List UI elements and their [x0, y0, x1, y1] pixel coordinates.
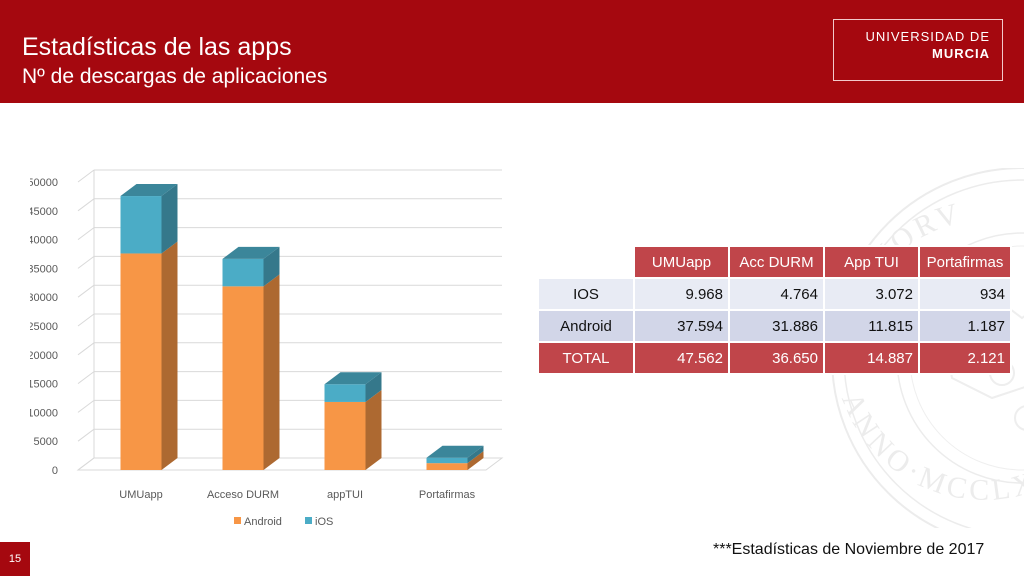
footnote: ***Estadísticas de Noviembre de 2017 [713, 541, 985, 558]
slide-header: Estadísticas de las apps Nº de descargas… [0, 0, 1024, 103]
table-corner-cell [537, 245, 635, 279]
gridline-depth [77, 284, 95, 298]
bar-side-ios [365, 372, 382, 402]
gridline-depth [77, 227, 95, 240]
y-tick-label: 10000 [30, 407, 58, 419]
bar-top-ios [324, 372, 382, 385]
slide-subtitle: Nº de descargas de aplicaciones [22, 65, 328, 88]
table-header-cell: App TUI [823, 245, 920, 279]
bar-top-ios [120, 184, 178, 197]
table-row: IOS 9.968 4.764 3.072 934 [537, 277, 1012, 311]
bar-side-android [161, 241, 178, 470]
y-tick-label: 5000 [34, 436, 58, 448]
table-cell: 9.968 [633, 277, 730, 311]
x-tick-label: Portafirmas [419, 489, 476, 501]
table-header-cell: Acc DURM [728, 245, 825, 279]
table-row: Android 37.594 31.886 11.815 1.187 [537, 309, 1012, 343]
table-header-cell: Portafirmas [918, 245, 1012, 279]
table-cell: 1.187 [918, 309, 1012, 343]
x-tick-label: UMUapp [119, 489, 162, 501]
table-cell: 14.887 [823, 341, 920, 375]
table-cell: 11.815 [823, 309, 920, 343]
table-header-cell: UMUapp [633, 245, 730, 279]
seal-bottom-text: ANNO·MCCLX [835, 388, 1024, 507]
svg-text:ANNO·MCCLX: ANNO·MCCLX [835, 388, 1024, 507]
slide-title: Estadísticas de las apps [22, 33, 292, 61]
bar-side-ios [263, 246, 280, 287]
legend-swatch-android [234, 517, 241, 524]
page-number: 15 [0, 542, 30, 576]
y-tick-label: 25000 [30, 321, 58, 333]
bar-ios [120, 196, 162, 254]
y-tick-label: 0 [52, 465, 58, 477]
gridline-depth [77, 399, 95, 413]
legend-swatch-ios [305, 517, 312, 524]
bar-top-ios [222, 246, 280, 259]
bar-side-android [263, 274, 280, 470]
gridline-depth [77, 428, 95, 442]
bar-side-ios [467, 445, 484, 464]
bar-side-android [365, 389, 382, 470]
logo-text-line1: UNIVERSIDAD DE [865, 29, 990, 44]
bar-android [324, 401, 366, 470]
y-tick-label: 20000 [30, 350, 58, 362]
y-tick-label: 50000 [30, 177, 58, 189]
table-cell: 37.594 [633, 309, 730, 343]
table-row-label: TOTAL [537, 341, 635, 375]
downloads-table: UMUapp Acc DURM App TUI Portafirmas IOS … [537, 245, 1012, 375]
bar-ios [324, 384, 366, 402]
gridline-depth [77, 169, 95, 183]
table-row-label: IOS [537, 277, 635, 311]
y-tick-label: 35000 [30, 263, 58, 275]
gridline-depth [77, 256, 95, 269]
legend-label: Android [244, 516, 282, 528]
gridline-depth [77, 313, 95, 327]
bar-top-ios [426, 445, 484, 458]
y-tick-label: 45000 [30, 206, 58, 218]
table-cell: 3.072 [823, 277, 920, 311]
gridline-depth [77, 371, 95, 385]
table-cell: 2.121 [918, 341, 1012, 375]
y-tick-label: 40000 [30, 235, 58, 247]
y-tick-label: 15000 [30, 379, 58, 391]
bar-android [222, 286, 264, 470]
bar-android [426, 463, 468, 470]
table-cell: 4.764 [728, 277, 825, 311]
x-tick-label: appTUI [327, 489, 363, 501]
gridline-depth [77, 342, 95, 356]
legend-label: iOS [315, 516, 333, 528]
university-logo: UNIVERSIDAD DE MURCIA [833, 19, 1003, 81]
table-total-row: TOTAL 47.562 36.650 14.887 2.121 [537, 341, 1012, 375]
table-row-label: Android [537, 309, 635, 343]
gridline-depth [77, 198, 95, 212]
x-tick-label: Acceso DURM [207, 489, 279, 501]
table-header-row: UMUapp Acc DURM App TUI Portafirmas [537, 245, 1012, 279]
table-cell: 36.650 [728, 341, 825, 375]
stacked-bar-chart: 0 5000 10000 15000 20000 25000 30000 35000 40000… [30, 169, 504, 528]
bar-side-ios [161, 184, 178, 254]
bar-side-android [467, 451, 484, 470]
table-cell: 31.886 [728, 309, 825, 343]
bar-ios [426, 457, 468, 464]
bar-ios [222, 258, 264, 287]
y-tick-label: 30000 [30, 292, 58, 304]
bar-android [120, 253, 162, 470]
table-cell: 934 [918, 277, 1012, 311]
table-cell: 47.562 [633, 341, 730, 375]
logo-text-line2: MURCIA [932, 46, 990, 61]
